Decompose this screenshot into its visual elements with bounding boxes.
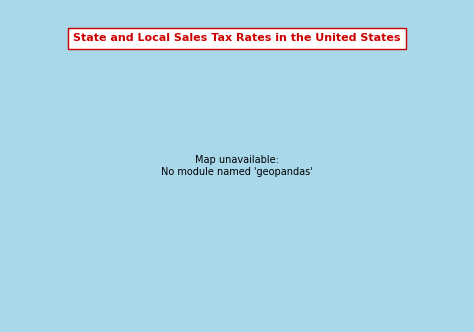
Text: State and Local Sales Tax Rates in the United States: State and Local Sales Tax Rates in the U… <box>73 33 401 43</box>
Text: Map unavailable:
No module named 'geopandas': Map unavailable: No module named 'geopan… <box>161 155 313 177</box>
